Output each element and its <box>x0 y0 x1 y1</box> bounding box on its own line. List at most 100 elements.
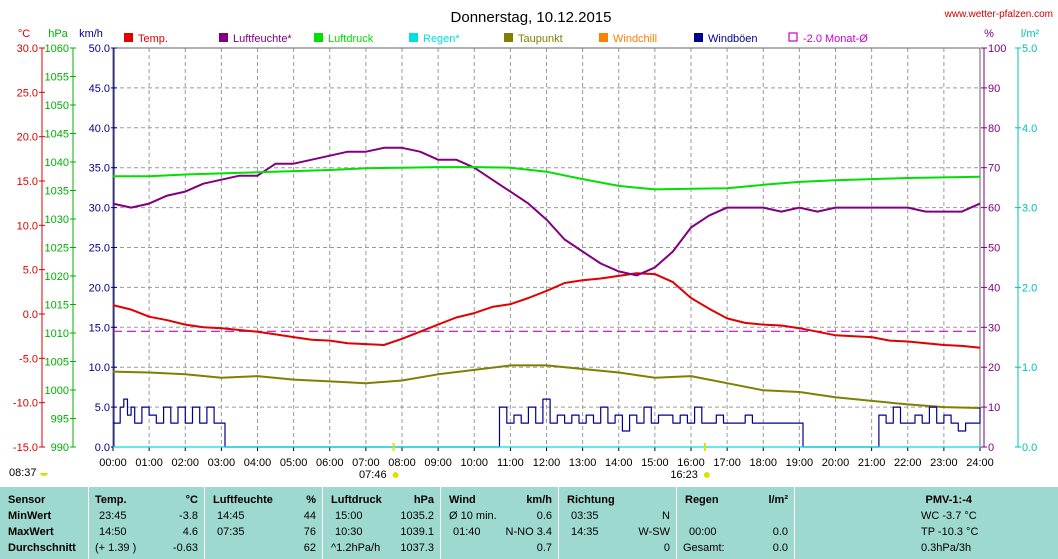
legend-swatch <box>694 33 703 42</box>
sunrise-time-label: 07:46 <box>359 469 387 481</box>
x-tick-label: 14:00 <box>605 457 633 469</box>
x-tick-label: 19:00 <box>786 457 814 469</box>
stats-row-label-max: MaxWert <box>8 526 54 538</box>
legend-label: -2.0 Monat-Ø <box>803 33 868 45</box>
stats-rain-total-value: 0.0 <box>772 542 788 554</box>
stats-header-sensor: Sensor <box>8 494 46 506</box>
moon-time-label: 08:37 <box>9 467 37 479</box>
legend-swatch <box>314 33 323 42</box>
stats-press-min-time: 15:00 <box>335 510 363 522</box>
x-tick-label: 23:00 <box>930 457 958 469</box>
stats-col-pmv: PMV-1:-4 WC -3.7 °C TP -10.3 °C 0.3hPa/3… <box>795 487 1058 559</box>
wind-tick-label: 10.0 <box>89 362 110 374</box>
x-tick-label: 12:00 <box>533 457 561 469</box>
legend-swatch <box>788 32 798 42</box>
stats-press-max-value: 1039.1 <box>400 526 434 538</box>
wind-tick-label: 40.0 <box>89 123 110 135</box>
stats-separator <box>794 487 795 559</box>
stats-unit-temp: °C <box>185 494 198 506</box>
stats-press-trend: ^1.2hPa/h <box>331 542 381 554</box>
wind-tick-label: 35.0 <box>89 163 110 175</box>
pressure-tick-label: 1015 <box>45 300 69 312</box>
stats-pmv-dewpoint: TP -10.3 °C <box>921 526 979 538</box>
rain-tick-label: 1.0 <box>1022 362 1037 374</box>
stats-pmv-windchill: WC -3.7 °C <box>921 510 977 522</box>
x-tick-label: 02:00 <box>171 457 199 469</box>
legend-swatch <box>219 33 228 42</box>
stats-col-wind: Wind km/h Ø 10 min. 0.6 01:40 N-NO 3.4 0… <box>441 487 558 559</box>
stats-temp-max-value: 4.6 <box>182 526 198 538</box>
x-tick-label: 17:00 <box>713 457 741 469</box>
legend-label: Windchill <box>613 33 657 45</box>
x-tick-label: 03:00 <box>208 457 236 469</box>
x-tick-label: 13:00 <box>569 457 597 469</box>
stats-wind-avg10-label: Ø 10 min. <box>449 510 497 522</box>
x-tick-label: 04:00 <box>244 457 272 469</box>
stats-header-temp: Temp. <box>95 494 127 506</box>
series-dewpoint-line <box>112 364 981 409</box>
humidity-tick-label: 100 <box>988 43 1006 55</box>
x-tick-label: 09:00 <box>424 457 452 469</box>
stats-header-rain: Regen <box>685 494 719 506</box>
legend-swatch <box>124 33 133 42</box>
stats-rain-total-label: Gesamt: <box>683 542 725 554</box>
stats-unit-rain: l/m² <box>768 494 788 506</box>
stats-header-direction: Richtung <box>567 494 615 506</box>
wind-tick-label: 20.0 <box>89 282 110 294</box>
temp-tick-label: -5.0 <box>19 353 38 365</box>
stats-wind-max-value: N-NO 3.4 <box>505 526 552 538</box>
stats-hum-max-time: 07:35 <box>217 526 245 538</box>
stats-temp-avg-value: -0.63 <box>172 542 198 554</box>
sunset-sun-icon <box>703 472 710 478</box>
legend-label: Windböen <box>708 33 758 45</box>
stats-pmv-pressure-trend: 0.3hPa/3h <box>921 542 972 554</box>
stats-col-pressure: Luftdruck hPa 15:00 1035.2 10:30 1039.1 … <box>323 487 440 559</box>
stats-unit-wind: km/h <box>526 494 552 506</box>
rain-tick-label: 2.0 <box>1022 282 1037 294</box>
pressure-tick-label: 1030 <box>45 214 69 226</box>
stats-press-min-value: 1035.2 <box>400 510 434 522</box>
x-tick-label: 21:00 <box>858 457 886 469</box>
legend-label: Temp. <box>138 33 168 45</box>
sunrise-sun-icon <box>392 472 399 478</box>
temp-tick-label: -15.0 <box>13 442 38 454</box>
pressure-tick-label: 1000 <box>45 385 69 397</box>
stats-press-avg-value: 1037.3 <box>400 542 434 554</box>
wind-tick-label: 50.0 <box>89 43 110 55</box>
stats-col-rain: Regen l/m² 00:00 0.0 Gesamt: 0.0 <box>677 487 794 559</box>
stats-header-pressure: Luftdruck <box>331 494 382 506</box>
stats-row-label-min: MinWert <box>8 510 52 522</box>
wind-tick-label: 0.0 <box>95 442 110 454</box>
stats-dir-avg-value: 0 <box>663 542 670 554</box>
humidity-tick-label: 70 <box>988 163 1000 175</box>
chart-axes: 30.0 25.0 20.0 15.0 10.0 5.0 0.0 -5.0 -10.0 -15.0… <box>13 43 1037 469</box>
stats-wind-avg-value: 0.7 <box>536 542 552 554</box>
stats-row-label-avg: Durchschnitt <box>8 542 76 554</box>
x-tick-label: 20:00 <box>822 457 850 469</box>
stats-rain-max-value: 0.0 <box>772 526 788 538</box>
temp-tick-label: 0.0 <box>23 309 38 321</box>
x-tick-label: 16:00 <box>677 457 705 469</box>
chart-series <box>112 146 981 448</box>
pressure-unit-label: hPa <box>48 28 68 40</box>
x-tick-label: 06:00 <box>316 457 344 469</box>
site-url: www.wetter-pfalzen.com <box>944 9 1053 20</box>
humidity-tick-label: 80 <box>988 123 1000 135</box>
legend-label: Luftdruck <box>328 33 374 45</box>
humidity-tick-label: 30 <box>988 322 1000 334</box>
temp-tick-label: 10.0 <box>17 220 38 232</box>
pressure-tick-label: 1025 <box>45 243 69 255</box>
pressure-tick-label: 1055 <box>45 72 69 84</box>
x-tick-label: 24:00 <box>966 457 994 469</box>
stats-panel: Sensor MinWert MaxWert Durchschnitt Temp… <box>0 487 1058 559</box>
stats-col-direction: Richtung 03:35 N 14:35 W-SW 0 <box>559 487 676 559</box>
weather-chart: Donnerstag, 10.12.2015 www.wetter-pfalze… <box>9 9 1053 481</box>
temp-unit-label: °C <box>18 28 30 40</box>
stats-col-temp: Temp. °C 23:45 -3.8 14:50 4.6 (+ 1.39 ) … <box>89 487 204 559</box>
legend-label: Taupunkt <box>518 33 563 45</box>
series-humidity-line <box>112 146 981 277</box>
stats-temp-min-value: -3.8 <box>179 510 198 522</box>
temp-tick-label: 20.0 <box>17 132 38 144</box>
stats-separator <box>322 487 323 559</box>
series-temperature-line <box>112 272 981 349</box>
